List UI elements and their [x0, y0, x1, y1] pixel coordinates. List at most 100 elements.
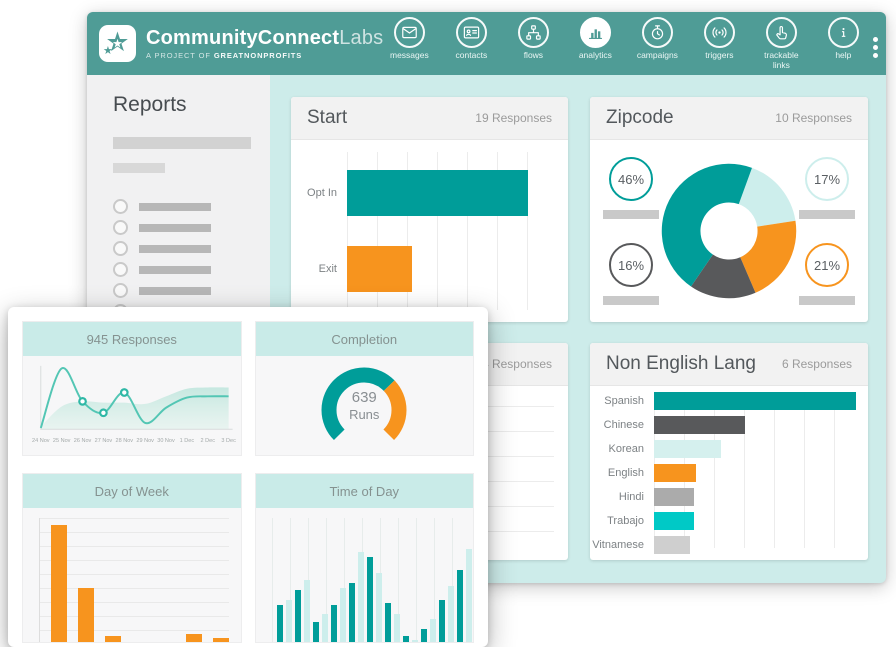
bar: [421, 629, 427, 644]
report-list-item[interactable]: [113, 283, 270, 298]
brand-logo[interactable]: ★ ★ ★: [99, 25, 136, 62]
report-list-item[interactable]: [113, 199, 270, 214]
bar-label: Hindi: [590, 491, 654, 503]
percent-circle: 17%: [805, 157, 849, 201]
svg-text:26 Nov: 26 Nov: [74, 438, 92, 444]
bar: [654, 488, 694, 506]
bar: [347, 170, 528, 216]
bar: [439, 600, 445, 643]
placeholder-bar: [603, 296, 659, 305]
gauge-arc: [302, 356, 426, 456]
nav-item-contacts[interactable]: contacts: [445, 17, 497, 61]
nav-item-label: campaigns: [637, 51, 678, 61]
page-title: Reports: [113, 93, 270, 117]
stopwatch-icon: [642, 17, 673, 48]
bar-chart-icon: [580, 17, 611, 48]
responses-count: 19 Responses: [475, 111, 552, 125]
zipcode-donut-chart: [659, 156, 799, 306]
bar: [304, 580, 310, 643]
mini-card-title: Day of Week: [23, 474, 241, 508]
star-icon: ★: [103, 46, 113, 57]
bar: [654, 536, 690, 554]
bar-track: [654, 512, 856, 530]
main-nav: messages contacts flows analytics campaigns t…: [383, 17, 869, 71]
brand-block: CommunityConnectLabs A PROJECT OF GREATN…: [146, 28, 383, 60]
bar-label: Vitnamese: [590, 539, 654, 551]
report-list-item[interactable]: [113, 220, 270, 235]
radio-icon[interactable]: [113, 262, 128, 277]
bar: [331, 605, 337, 643]
percent-badge: 17%: [799, 157, 855, 219]
card-body: 46% 16% 17% 21%: [590, 140, 868, 322]
app-header: ★ ★ ★ CommunityConnectLabs A PROJECT OF …: [87, 12, 886, 75]
bar: [376, 573, 382, 643]
bar-label: Exit: [291, 263, 347, 275]
placeholder-bar: [603, 210, 659, 219]
bar: [286, 600, 292, 643]
card-header: Zipcode 10 Responses: [590, 97, 868, 140]
nav-item-messages[interactable]: messages: [383, 17, 435, 61]
bar-track: [654, 440, 856, 458]
mini-card-day-of-week: Day of Week: [22, 473, 242, 643]
brand-tagline: A PROJECT OF GREATNONPROFITS: [146, 51, 383, 60]
nav-item-label: flows: [524, 51, 543, 61]
badge-column-right: 17% 21%: [799, 157, 855, 305]
nav-item-label: contacts: [456, 51, 488, 61]
bar-track: [654, 416, 856, 434]
percent-badge: 16%: [603, 243, 659, 305]
placeholder-bar: [113, 163, 165, 173]
info-icon: [828, 17, 859, 48]
pointer-hand-icon: [766, 17, 797, 48]
nav-item-triggers[interactable]: triggers: [693, 17, 745, 61]
nav-item-campaigns[interactable]: campaigns: [631, 17, 683, 61]
card-header: Start 19 Responses: [291, 97, 568, 140]
placeholder-bar: [139, 224, 211, 232]
bar-track: [654, 488, 856, 506]
radio-icon[interactable]: [113, 199, 128, 214]
report-list-item[interactable]: [113, 262, 270, 277]
radio-icon[interactable]: [113, 283, 128, 298]
report-list-item[interactable]: [113, 241, 270, 256]
nav-item-trackable-links[interactable]: trackable links: [755, 17, 807, 71]
card-title: Zipcode: [606, 107, 775, 129]
svg-text:24 Nov: 24 Nov: [32, 438, 50, 444]
overflow-menu-button[interactable]: [873, 37, 878, 58]
placeholder-bar: [799, 210, 855, 219]
bar-row: English: [590, 462, 868, 484]
bar: [213, 638, 229, 643]
mini-card-body: 639 Runs: [256, 356, 474, 455]
svg-text:28 Nov: 28 Nov: [116, 438, 134, 444]
contact-card-icon: [456, 17, 487, 48]
nav-item-label: messages: [390, 51, 429, 61]
nav-item-label: trackable links: [755, 51, 807, 71]
radio-icon[interactable]: [113, 220, 128, 235]
bar: [403, 636, 409, 643]
responses-count: 6 Responses: [782, 357, 852, 371]
bar: [394, 614, 400, 643]
card-title: Start: [307, 107, 475, 129]
bar-label: Opt In: [291, 187, 347, 199]
badge-column-left: 46% 16%: [603, 157, 659, 305]
percent-badge: 46%: [603, 157, 659, 219]
bar: [349, 583, 355, 643]
bar-row: Spanish: [590, 390, 868, 412]
nav-item-analytics[interactable]: analytics: [569, 17, 621, 61]
radio-icon[interactable]: [113, 241, 128, 256]
bar: [430, 619, 436, 643]
bar: [654, 512, 694, 530]
percent-circle: 21%: [805, 243, 849, 287]
mini-card-title: 945 Responses: [23, 322, 241, 356]
nav-item-label: triggers: [705, 51, 733, 61]
svg-text:29 Nov: 29 Nov: [136, 438, 154, 444]
bar: [313, 622, 319, 643]
nav-item-flows[interactable]: flows: [507, 17, 559, 61]
bar-track: [347, 170, 554, 216]
bar: [654, 416, 745, 434]
bar-track: [654, 464, 856, 482]
nav-item-help[interactable]: help: [817, 17, 869, 61]
bar: [277, 605, 283, 643]
start-bar-chart: Opt In Exit: [291, 140, 568, 322]
brand-name: CommunityConnectLabs: [146, 28, 383, 49]
